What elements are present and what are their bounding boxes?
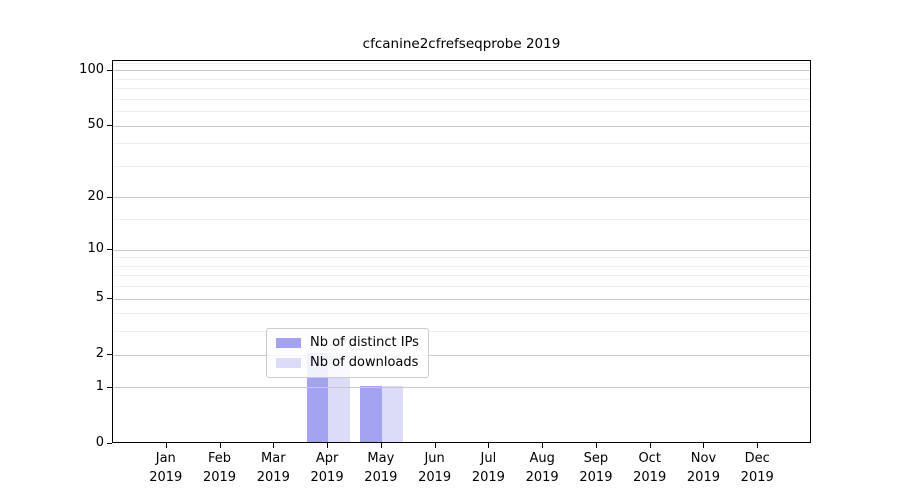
major-gridline (113, 197, 810, 199)
y-tick-mark (107, 386, 112, 388)
major-gridline (113, 298, 810, 300)
y-tick-label: 50 (87, 117, 104, 133)
legend-swatch (276, 358, 301, 368)
minor-gridline (113, 143, 810, 145)
x-tick-mark (434, 443, 436, 448)
y-tick-mark (107, 69, 112, 71)
minor-gridline (113, 219, 810, 221)
legend: Nb of distinct IPs Nb of downloads (266, 328, 429, 378)
x-tick-year: 2019 (525, 470, 559, 485)
major-gridline (113, 387, 810, 389)
legend-entry: Nb of distinct IPs (276, 335, 419, 351)
x-tick-month: Dec (744, 451, 770, 466)
x-tick-month: Mar (261, 451, 286, 466)
minor-gridline (113, 286, 810, 288)
x-tick-month: Sep (583, 451, 609, 466)
x-tick-year: 2019 (364, 470, 398, 485)
bar-nb-of-distinct-ips (360, 385, 382, 442)
x-tick-year: 2019 (310, 470, 344, 485)
major-gridline (113, 249, 810, 251)
minor-gridline (113, 331, 810, 333)
x-tick-mark (488, 443, 490, 448)
y-tick-label: 1 (95, 378, 104, 394)
minor-gridline (113, 88, 810, 90)
x-tick-year: 2019 (418, 470, 452, 485)
y-tick-mark (107, 443, 112, 444)
x-tick-label: Jan 2019 (134, 449, 198, 487)
x-tick-mark (380, 443, 382, 448)
minor-gridline (113, 275, 810, 277)
x-tick-month: Nov (690, 451, 717, 466)
x-tick-mark (327, 443, 329, 448)
y-tick-label: 10 (87, 241, 104, 257)
y-tick-mark (107, 125, 112, 127)
y-tick-label: 20 (87, 188, 104, 204)
x-tick-month: Jul (480, 451, 497, 466)
y-tick-mark (107, 249, 112, 251)
x-tick-label: Feb 2019 (188, 449, 252, 487)
x-tick-mark (703, 443, 705, 448)
x-tick-label: Dec 2019 (725, 449, 789, 487)
x-tick-month: May (367, 451, 395, 466)
minor-gridline (113, 257, 810, 259)
major-gridline (113, 125, 810, 127)
minor-gridline (113, 111, 810, 113)
x-tick-month: Oct (638, 451, 661, 466)
x-tick-label: Aug 2019 (510, 449, 574, 487)
legend-swatch (276, 338, 301, 348)
x-tick-mark (595, 443, 597, 448)
x-tick-month: Jan (155, 451, 176, 466)
bar-nb-of-downloads (381, 385, 404, 442)
legend-label: Nb of distinct IPs (310, 335, 419, 350)
x-tick-year: 2019 (149, 470, 183, 485)
x-tick-year: 2019 (633, 470, 667, 485)
y-tick-label: 5 (95, 290, 104, 306)
x-tick-label: Nov 2019 (671, 449, 735, 487)
legend-label: Nb of downloads (310, 355, 419, 370)
x-tick-month: Apr (315, 451, 339, 466)
y-tick-mark (107, 354, 112, 356)
x-tick-label: May 2019 (349, 449, 413, 487)
x-tick-label: Jul 2019 (456, 449, 520, 487)
minor-gridline (113, 62, 810, 64)
x-tick-year: 2019 (740, 470, 774, 485)
minor-gridline (113, 78, 810, 80)
chart-title: cfcanine2cfrefseqprobe 2019 (362, 36, 561, 52)
x-tick-mark (273, 443, 275, 448)
minor-gridline (113, 165, 810, 167)
y-tick-label: 0 (95, 435, 104, 450)
x-tick-year: 2019 (202, 470, 237, 485)
x-tick-label: Mar 2019 (241, 449, 305, 487)
x-tick-mark (219, 443, 221, 448)
x-tick-label: Oct 2019 (618, 449, 682, 487)
x-tick-month: Feb (208, 451, 232, 466)
x-tick-mark (649, 443, 651, 448)
x-tick-mark (757, 443, 759, 448)
x-tick-year: 2019 (686, 470, 720, 485)
x-tick-label: Sep 2019 (564, 449, 628, 487)
minor-gridline (113, 265, 810, 267)
x-tick-month: Jun (424, 451, 445, 466)
x-tick-label: Apr 2019 (295, 449, 359, 487)
x-tick-month: Aug (529, 451, 555, 466)
y-tick-mark (107, 298, 112, 300)
y-tick-mark (107, 196, 112, 198)
x-tick-year: 2019 (471, 470, 505, 485)
y-tick-label: 2 (95, 346, 104, 362)
legend-entry: Nb of downloads (276, 355, 419, 371)
major-gridline (113, 70, 810, 72)
x-tick-mark (165, 443, 167, 448)
x-tick-label: Jun 2019 (403, 449, 467, 487)
minor-gridline (113, 98, 810, 100)
minor-gridline (113, 313, 810, 315)
x-tick-year: 2019 (579, 470, 613, 485)
y-tick-label: 100 (79, 61, 104, 77)
major-gridline (113, 354, 810, 356)
x-tick-year: 2019 (256, 470, 290, 485)
plot-area (112, 60, 811, 443)
x-tick-mark (542, 443, 544, 448)
